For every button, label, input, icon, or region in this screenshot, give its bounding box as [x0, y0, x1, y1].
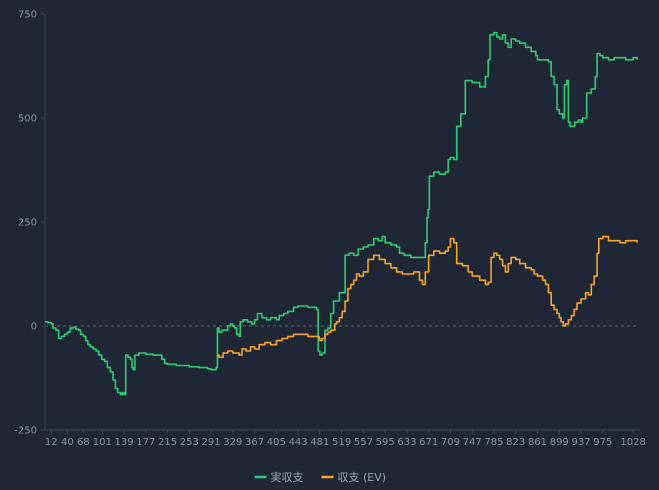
legend-item-0[interactable]: 実収支	[254, 470, 304, 484]
axis-layer: 750 500 250 0 -250 12 40 68 101 139 177 215 253 291 32…	[14, 10, 646, 449]
y-tick-label: 0	[31, 322, 37, 333]
x-tick-label: 215	[158, 437, 177, 448]
x-tick-label: 671	[419, 437, 438, 448]
x-tick-label: 12	[45, 437, 58, 448]
legend-label: 実収支	[271, 470, 304, 484]
x-tick-label: 861	[528, 437, 547, 448]
x-tick-label: 329	[223, 437, 242, 448]
x-tick-label: 405	[267, 437, 286, 448]
x-tick-label: 785	[484, 437, 503, 448]
legend-label: 収支 (EV)	[338, 471, 387, 484]
series-layer	[45, 31, 638, 396]
x-tick-label: 40	[61, 437, 74, 448]
x-tick-label: 139	[114, 437, 133, 448]
x-tick-label: 481	[310, 437, 329, 448]
x-tick-label: 557	[354, 437, 373, 448]
series-line-0	[45, 31, 638, 396]
x-tick-label: 975	[593, 437, 612, 448]
legend-item-1[interactable]: 収支 (EV)	[321, 471, 387, 484]
x-tick-label: 595	[376, 437, 395, 448]
legend[interactable]: 実収支 収支 (EV)	[254, 470, 387, 484]
x-tick-label: 937	[571, 437, 590, 448]
x-tick-label: 823	[506, 437, 525, 448]
x-tick-label: 1028	[620, 437, 645, 448]
x-tick-label: 291	[202, 437, 221, 448]
y-tick-label: 250	[18, 218, 37, 229]
y-tick-label: -250	[14, 426, 37, 437]
x-tick-label: 68	[77, 437, 90, 448]
x-tick-label: 633	[397, 437, 416, 448]
y-tick-label: 500	[18, 114, 37, 125]
x-tick-label: 367	[245, 437, 264, 448]
x-tick-label: 177	[136, 437, 155, 448]
x-tick-label: 709	[441, 437, 460, 448]
x-tick-label: 899	[550, 437, 569, 448]
x-tick-label: 747	[463, 437, 482, 448]
y-tick-label: 750	[18, 10, 37, 21]
x-tick-label: 519	[332, 437, 351, 448]
series-line-1	[217, 235, 638, 358]
x-tick-label: 101	[93, 437, 112, 448]
x-tick-label: 443	[289, 437, 308, 448]
x-tick-label: 253	[180, 437, 199, 448]
